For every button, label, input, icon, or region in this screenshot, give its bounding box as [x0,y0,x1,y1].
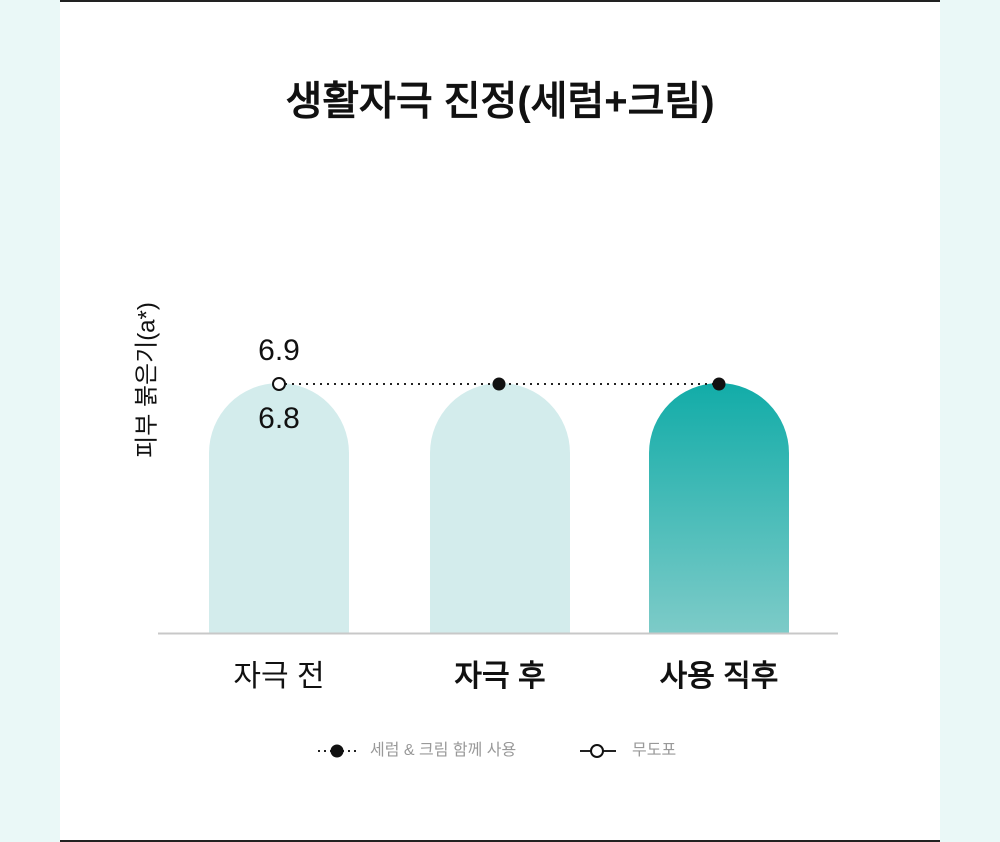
bar [430,383,570,633]
filled-dot [492,377,506,391]
filled-dot [712,377,726,391]
annotation: 6.8 [258,402,300,435]
legend-dot [330,744,344,758]
legend-label: 무도포 [632,742,676,759]
bar [209,383,349,633]
chart-title: 생활자극 진정(세럼+크림) [285,80,714,124]
y-axis-label: 피부 붉은기(a*) [133,302,160,458]
annotation: 6.9 [258,334,300,367]
bar [649,383,789,633]
category-label: 자극 전 [233,660,324,693]
open-dot [272,377,286,391]
legend-dot [590,744,604,758]
category-label: 사용 직후 [660,660,779,693]
legend-label: 세럼 & 크림 함께 사용 [370,741,516,759]
category-label: 자극 후 [454,660,545,693]
